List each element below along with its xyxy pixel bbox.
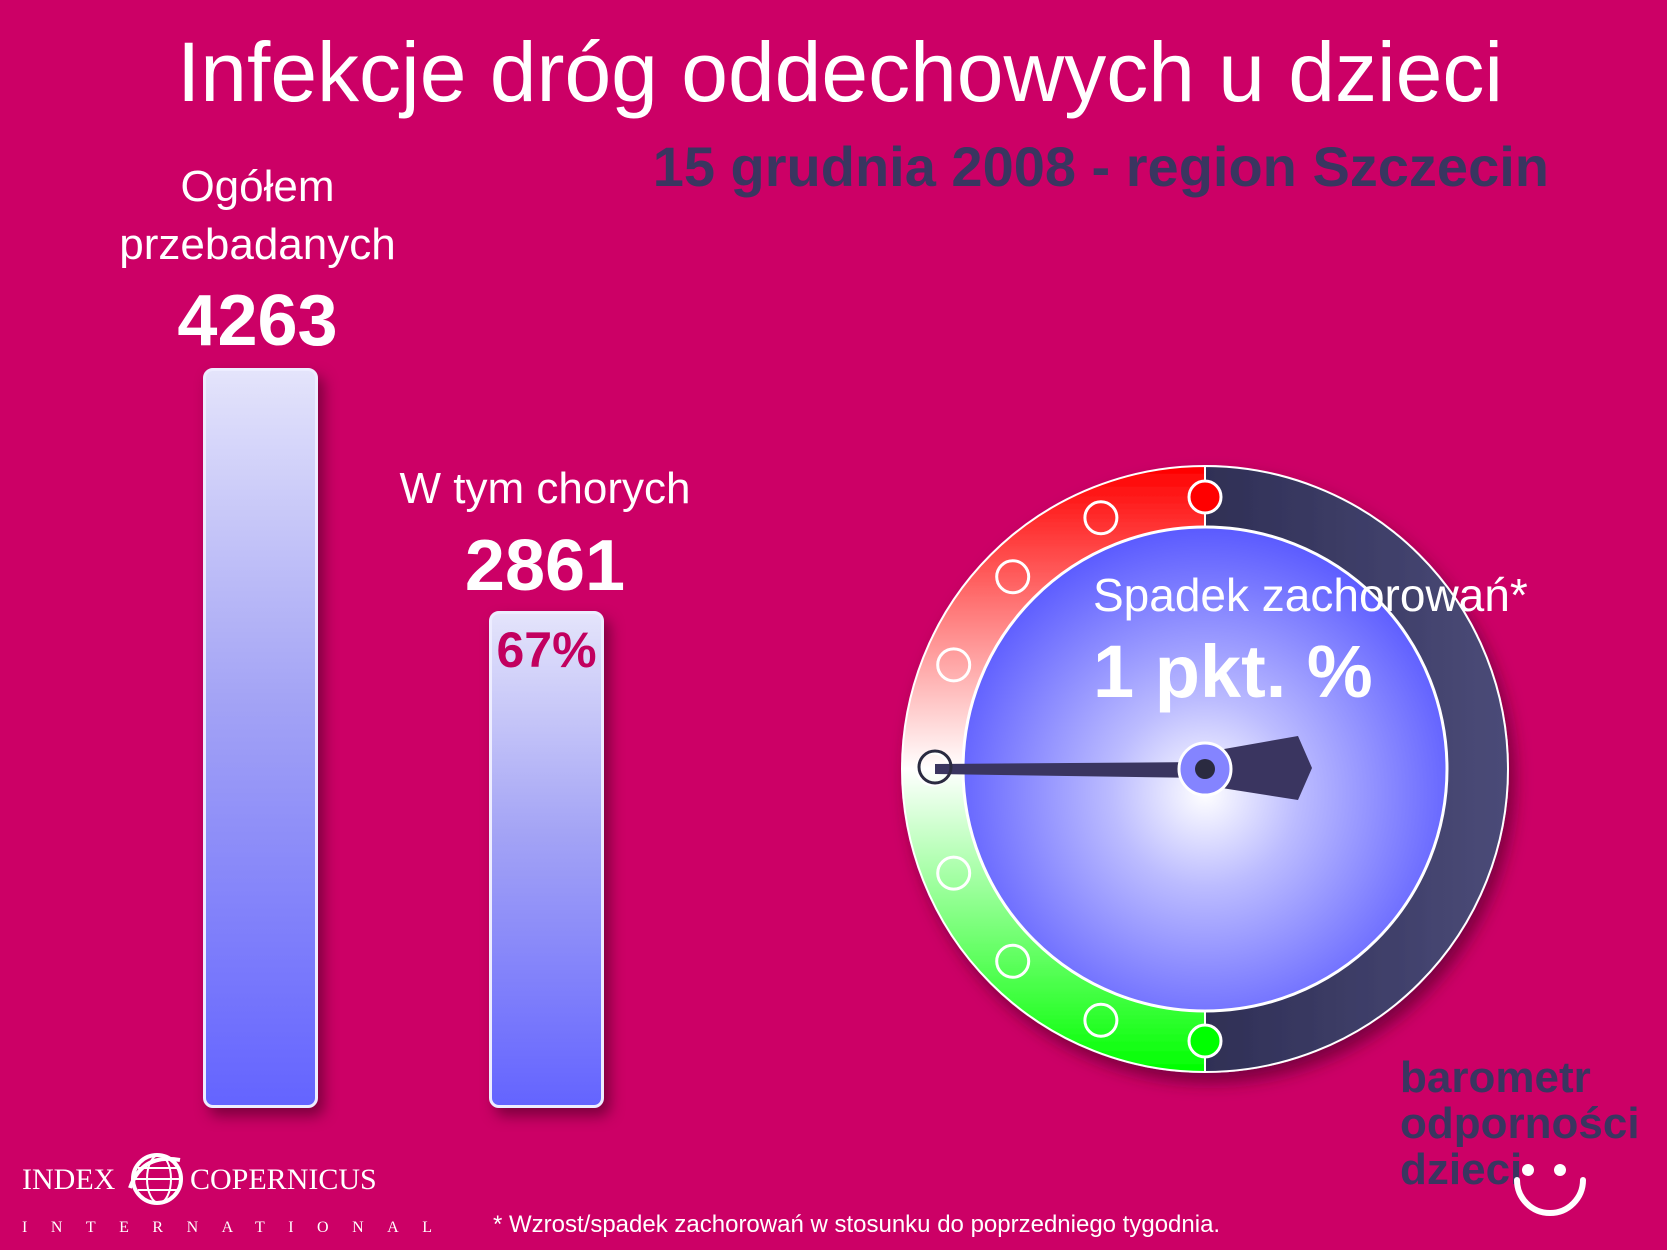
sick-label: W tym chorych [399,464,691,513]
gauge-needle [935,762,1205,778]
gauge-pointer-marker [917,749,953,785]
smiley-icon [1514,1164,1586,1216]
gauge-tick-marker [936,647,972,683]
globe-logo-icon [128,1153,183,1205]
logo-subtitle: INTERNATIONAL [22,1219,456,1236]
total-label: Ogółem przebadanych [70,158,445,274]
gauge-rim-left [901,464,1206,1074]
brand-text: barometr odporności dzieci [1400,1055,1640,1193]
sick-percent-label: 67% [496,622,597,678]
bar-sick: 67% [489,611,604,1108]
gauge-tick-marker [995,559,1031,595]
page-subtitle: 15 grudnia 2008 - region Szczecin [652,135,1549,198]
gauge-needle-tail [1190,736,1312,800]
logo-index-text: INDEX [22,1163,116,1196]
brand-line1: barometr [1400,1053,1591,1102]
gauge-tick-marker [1187,479,1223,515]
brand-line2: odporności [1400,1099,1640,1148]
gauge-hub-outer [1177,741,1233,797]
brand-line3: dzieci [1400,1145,1523,1194]
sick-value-label: 2861 [464,526,626,606]
gauge-tick-marker [995,943,1031,979]
bar-total [203,368,318,1108]
gauge-rim-right [1204,464,1509,1074]
gauge-tick-marker [1083,500,1119,536]
gauge-hub-inner [1195,759,1215,779]
page-title: Infekcje dróg oddechowych u dzieci [176,25,1504,119]
gauge-tick-marker [915,751,951,787]
gauge-value: 1 pkt. % [1093,630,1373,713]
total-label-line1: Ogółem [180,162,335,211]
total-label-line2: przebadanych [119,220,396,269]
gauge-tick-marker [936,855,972,891]
gauge-label: Spadek zachorowań* [1093,569,1528,621]
logo-copernicus-text: COPERNICUS [190,1163,377,1196]
footnote: * Wzrost/spadek zachorowań w stosunku do… [493,1211,1221,1238]
total-value-label: 4263 [177,281,338,361]
gauge-tick-marker [1083,1002,1119,1038]
gauge-tick-marker [1187,1023,1223,1059]
